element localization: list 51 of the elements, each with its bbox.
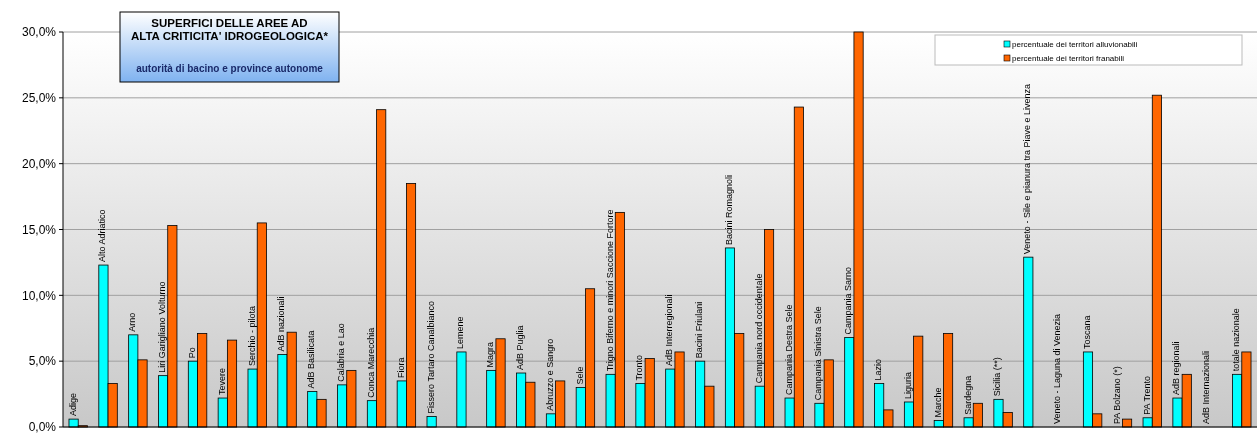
x-tick-label: Sardegna xyxy=(962,375,973,415)
x-tick-label: AdB Internazionali xyxy=(1201,350,1212,424)
x-tick-label: Bacini Friulani xyxy=(694,301,705,359)
x-tick-label: Tronto xyxy=(634,354,645,381)
legend-label: percentuale dei territori franabili xyxy=(1012,54,1125,63)
x-tick-label: Sele xyxy=(574,366,585,385)
x-tick-label: Lazio xyxy=(873,359,884,381)
text: autorità di bacino e province autonome xyxy=(136,63,324,74)
legend-label: percentuale dei territori alluvionabili xyxy=(1012,40,1138,49)
y-tick-label: 0,0% xyxy=(28,420,57,435)
x-tick-label: totale nazionale xyxy=(1231,308,1242,372)
x-tick-label: Magra xyxy=(485,341,496,368)
x-tick-label: Liguria xyxy=(902,371,913,399)
x-tick-label: Campania Destra Sele xyxy=(783,304,794,396)
x-tick-label: Veneto - Sile e pianura tra Piave e Livenza xyxy=(1022,84,1033,255)
x-tick-label: Liri Garigliano Volturno xyxy=(157,281,168,373)
x-tick-label: Marche xyxy=(932,387,943,418)
x-tick-label: AdB Interregionali xyxy=(664,294,675,367)
x-tick-label: Veneto - Laguna di Venezia xyxy=(1052,313,1063,424)
x-tick-label: Alto Adriatico xyxy=(97,209,108,263)
x-tick-label: Adige xyxy=(67,393,78,417)
x-tick-label: Toscana xyxy=(1081,315,1092,349)
x-tick-label: Po xyxy=(186,347,197,359)
x-tick-label: Calabria e Lao xyxy=(336,323,347,382)
x-tick-label: Campania Sinistra Sele xyxy=(813,306,824,401)
x-tick-label: AdB regionali xyxy=(1171,341,1182,396)
x-tick-label: Conca Marecchia xyxy=(365,327,376,398)
x-tick-label: Sicilia (**) xyxy=(992,357,1003,397)
x-tick-label: Arno xyxy=(127,312,138,332)
x-tick-label: Lemene xyxy=(455,316,466,349)
y-tick-label: 10,0% xyxy=(21,288,57,303)
y-tick-label: 20,0% xyxy=(21,156,57,171)
x-tick-label: Fissero Tartaro Canalbianco xyxy=(425,301,436,414)
x-tick-label: AdB nazionali xyxy=(276,296,287,352)
x-tick-label: Campania Sarno xyxy=(843,266,854,335)
x-tick-label: PA Bolzano (*) xyxy=(1111,366,1122,424)
y-tick-label: 5,0% xyxy=(28,354,57,369)
y-tick-label: 15,0% xyxy=(21,222,57,237)
x-tick-label: AdB Puglia xyxy=(515,325,526,371)
x-tick-label: AdB Basilicata xyxy=(306,330,317,389)
chart-title: SUPERFICI DELLE AREE AD ALTA CRITICITA' IDROGEOLOGICA* xyxy=(130,17,329,42)
x-tick-label: Fiora xyxy=(395,357,406,378)
x-tick-label: Trigno Biferno e minori Saccione Fortore xyxy=(604,209,615,372)
x-tick-label: Abruzzo e Sangro xyxy=(544,338,555,411)
y-tick-label: 25,0% xyxy=(21,91,57,106)
x-tick-label: Campania nord occidentale xyxy=(753,273,764,384)
x-tick-label: PA Trento xyxy=(1141,375,1152,415)
x-tick-label: Tevere xyxy=(216,368,227,396)
y-tick-label: 30,0% xyxy=(21,25,57,40)
x-tick-label: Serchio - pilota xyxy=(246,306,257,367)
x-tick-label: Bacini Romagnoli xyxy=(723,174,734,245)
